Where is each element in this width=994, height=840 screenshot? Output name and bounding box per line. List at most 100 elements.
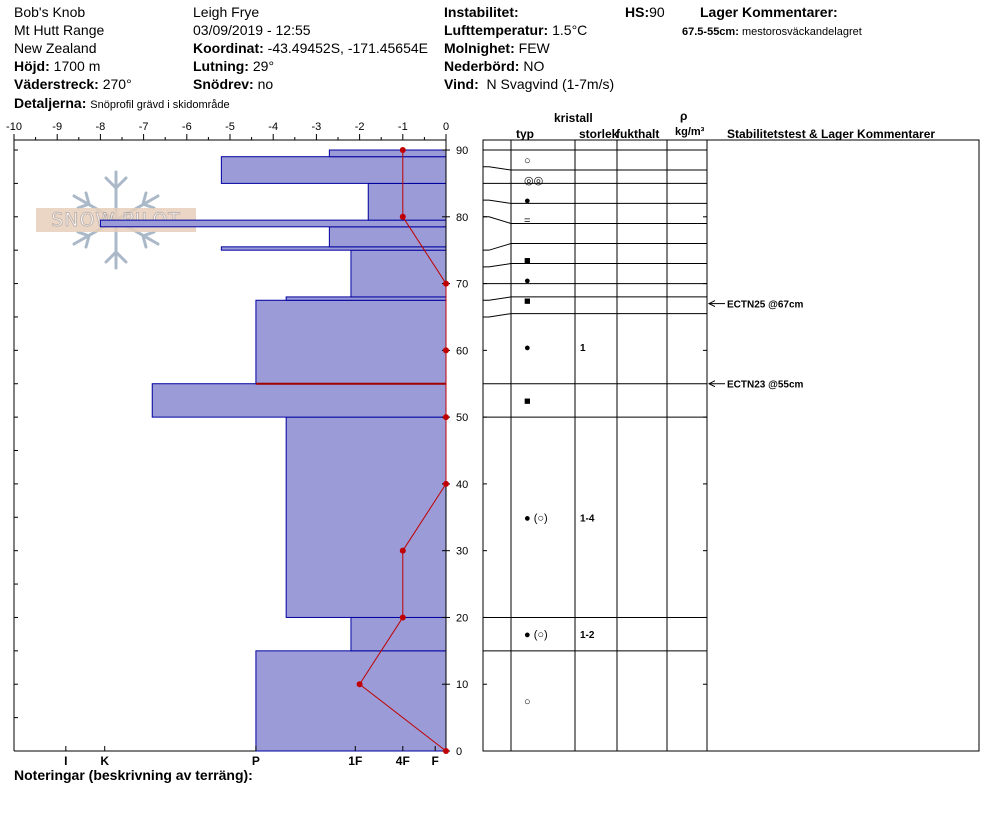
height-tick-label: 50 <box>456 412 468 424</box>
coord-row: Koordinat: -43.49452S, -171.45654E <box>193 40 428 56</box>
slope-row: Lutning: 29° <box>193 58 274 74</box>
layer-connector <box>483 263 512 268</box>
coord-label: Koordinat: <box>193 40 264 56</box>
crystal-size: 1 <box>580 343 586 354</box>
layer-comment-row: 67.5-55cm: mestorosväckandelagret <box>682 24 862 40</box>
temp-tick-label: -6 <box>182 121 192 133</box>
wind-row: Vind: N Svagvind (1-7m/s) <box>444 76 614 92</box>
crystal-symbol: ■ <box>524 255 531 267</box>
hardness-bar <box>328 149 447 158</box>
layer-connector <box>483 313 512 318</box>
crystal-symbol: ● <box>524 195 531 207</box>
hardness-bar <box>350 249 447 298</box>
instability-label: Instabilitet: <box>444 4 519 20</box>
hardness-bar <box>285 416 447 618</box>
crystal-symbol: = <box>524 215 530 227</box>
crystal-size: 1-4 <box>580 513 595 524</box>
height-tick-label: 10 <box>456 679 468 691</box>
crystal-symbol: ■ <box>524 295 531 307</box>
temp-tick-label: -8 <box>96 121 106 133</box>
wind-label: Vind: <box>444 76 479 92</box>
temperature-point <box>399 547 406 554</box>
stability-arrow-head <box>707 380 716 388</box>
drift-value: no <box>257 76 274 92</box>
sky-row: Molnighet: FEW <box>444 40 550 56</box>
temp-tick-label: -9 <box>52 121 62 133</box>
details-row: Detaljerna: Snöprofil grävd i skidområde <box>14 95 230 113</box>
hardness-bar <box>255 650 447 752</box>
height-tick-label: 70 <box>456 279 468 291</box>
elevation-value: 1700 m <box>53 58 101 74</box>
crystal-symbol: ● (○) <box>524 629 548 641</box>
details-label: Detaljerna: <box>14 95 87 111</box>
layer-connector <box>483 199 512 204</box>
temperature-point <box>443 347 449 354</box>
temperature-point <box>356 681 363 688</box>
notes-label: Noteringar (beskrivning av terräng): <box>14 767 253 783</box>
temp-tick-label: -10 <box>6 121 22 133</box>
aspect-label: Väderstreck: <box>14 76 99 92</box>
hardness-label: F <box>432 754 439 768</box>
wind-value: N Svagvind (1-7m/s) <box>486 76 615 92</box>
temperature-point <box>443 748 449 754</box>
temperature-point <box>443 480 449 487</box>
hardness-bar <box>99 219 447 228</box>
elevation-row: Höjd: 1700 m <box>14 58 100 74</box>
hardness-bar <box>151 383 447 418</box>
table-frame <box>482 139 980 752</box>
temp-tick-label: -3 <box>312 121 322 133</box>
drift-row: Snödrev: no <box>193 76 273 92</box>
temp-tick-label: -4 <box>268 121 278 133</box>
hardness-label: 1F <box>348 754 362 768</box>
stability-arrow-head <box>707 300 716 308</box>
stability-header: Stabilitetstest & Lager Kommentarer <box>727 127 936 141</box>
layer-connector <box>483 296 512 301</box>
height-tick-label: 20 <box>456 612 468 624</box>
kristall-header: kristall <box>554 111 593 125</box>
hs-label: HS: <box>625 4 650 20</box>
storlek-header: storlek <box>579 127 619 141</box>
observer-name: Leigh Frye <box>193 4 260 20</box>
slope-label: Lutning: <box>193 58 249 74</box>
rho-header: ρ <box>680 109 688 123</box>
sky-label: Molnighet: <box>444 40 515 56</box>
layer-connector <box>483 243 512 251</box>
temperature-point <box>443 414 449 421</box>
temp-tick-label: -1 <box>398 121 408 133</box>
height-tick-label: 0 <box>456 746 462 758</box>
hardness-label: P <box>252 754 260 768</box>
hardness-bar <box>220 246 447 251</box>
layer-comment-range: 67.5-55cm: <box>682 26 739 38</box>
crystal-symbol: ● <box>524 275 531 287</box>
density-unit-header: kg/m³ <box>675 126 705 138</box>
temperature-point <box>443 280 449 287</box>
crystal-symbol: ● <box>524 342 531 354</box>
hs-row: HS:90 <box>625 4 665 20</box>
fukthalt-header: fukthalt <box>616 127 660 141</box>
height-tick-label: 60 <box>456 345 468 357</box>
temp-tick-label: -7 <box>139 121 149 133</box>
airtemp-row: Lufttemperatur: 1.5°C <box>444 22 587 38</box>
hardness-bar <box>367 182 447 221</box>
temp-tick-label: 0 <box>443 121 449 133</box>
crystal-symbol: ○ <box>524 155 531 167</box>
obs-datetime: 03/09/2019 - 12:55 <box>193 22 311 38</box>
hardness-label: 4F <box>396 754 410 768</box>
hs-value: 90 <box>649 4 665 20</box>
airtemp-label: Lufttemperatur: <box>444 22 549 38</box>
height-tick-label: 90 <box>456 145 468 157</box>
coord-value: -43.49452S, -171.45654E <box>267 40 429 56</box>
stability-test-label: ECTN25 @67cm <box>727 300 804 311</box>
country-name: New Zealand <box>14 40 97 56</box>
slope-value: 29° <box>252 58 275 74</box>
stability-test-label: ECTN23 @55cm <box>727 380 804 391</box>
hardness-bar <box>285 296 447 301</box>
hardness-temp-plot: -10 -9 -8 -7 -6 -5 -4 -3 -2 -1 0010203040506070809… <box>6 121 468 768</box>
temperature-point <box>399 614 406 621</box>
temp-tick-label: -2 <box>355 121 365 133</box>
layer-comment-text: mestorosväckandelagret <box>741 26 862 38</box>
sky-value: FEW <box>518 40 550 56</box>
temperature-line <box>358 150 447 752</box>
crystal-symbol: ■ <box>524 395 531 407</box>
